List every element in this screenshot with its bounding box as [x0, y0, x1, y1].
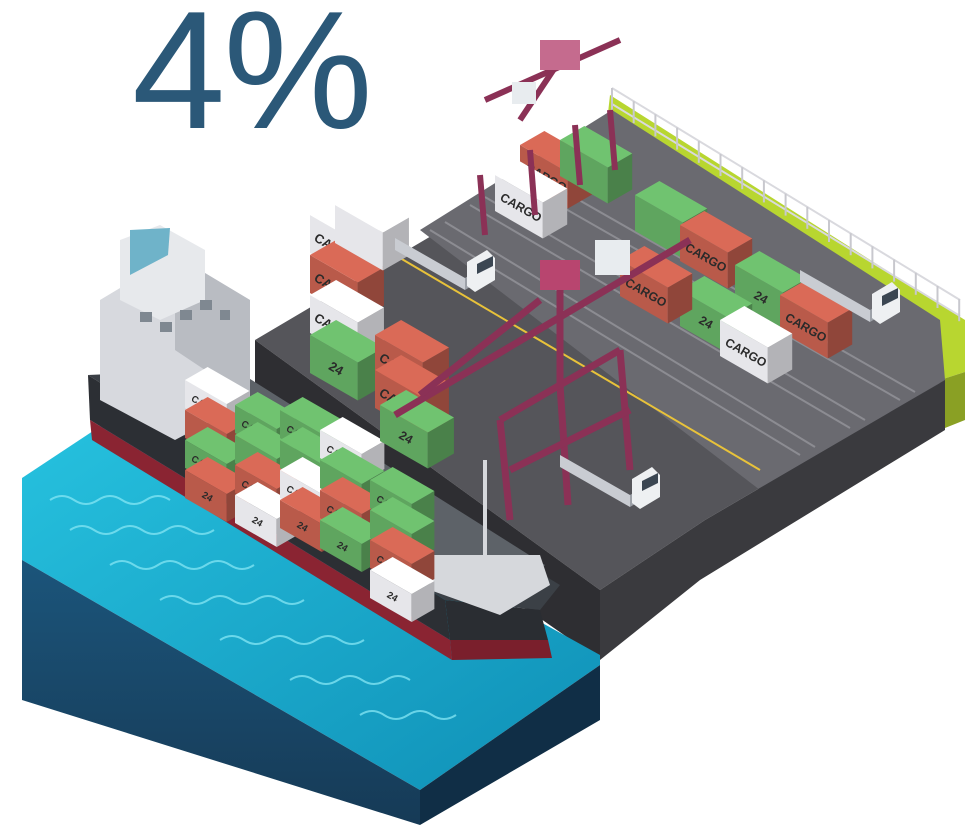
sea [22, 400, 600, 825]
truck [560, 455, 660, 509]
truck [800, 270, 900, 324]
road-markings [394, 254, 761, 471]
shipping-container: 24 [370, 557, 435, 622]
shipping-container: 24 [380, 390, 454, 469]
container-label: 24 [397, 428, 416, 447]
crane-operator-cabin [595, 240, 630, 275]
shipping-container: CARGO [780, 281, 853, 359]
container-label: 24 [752, 288, 771, 307]
headline-stat: 4% [132, 0, 373, 164]
trucks [395, 238, 900, 509]
shipping-container: CARGO [495, 161, 568, 239]
crane-back-cab [540, 40, 580, 70]
gantry-crane-front [393, 236, 692, 521]
truck [395, 238, 495, 292]
container-label: 24 [697, 313, 716, 332]
crane-cab [540, 260, 580, 290]
fence-posts [611, 88, 961, 322]
shipping-container: CARGO [720, 306, 793, 384]
container-stacks: CARGOCARGOCARGO24CARGOCARGOCARGO24CARGO2… [185, 126, 853, 622]
crane-back-cabin [512, 82, 536, 104]
